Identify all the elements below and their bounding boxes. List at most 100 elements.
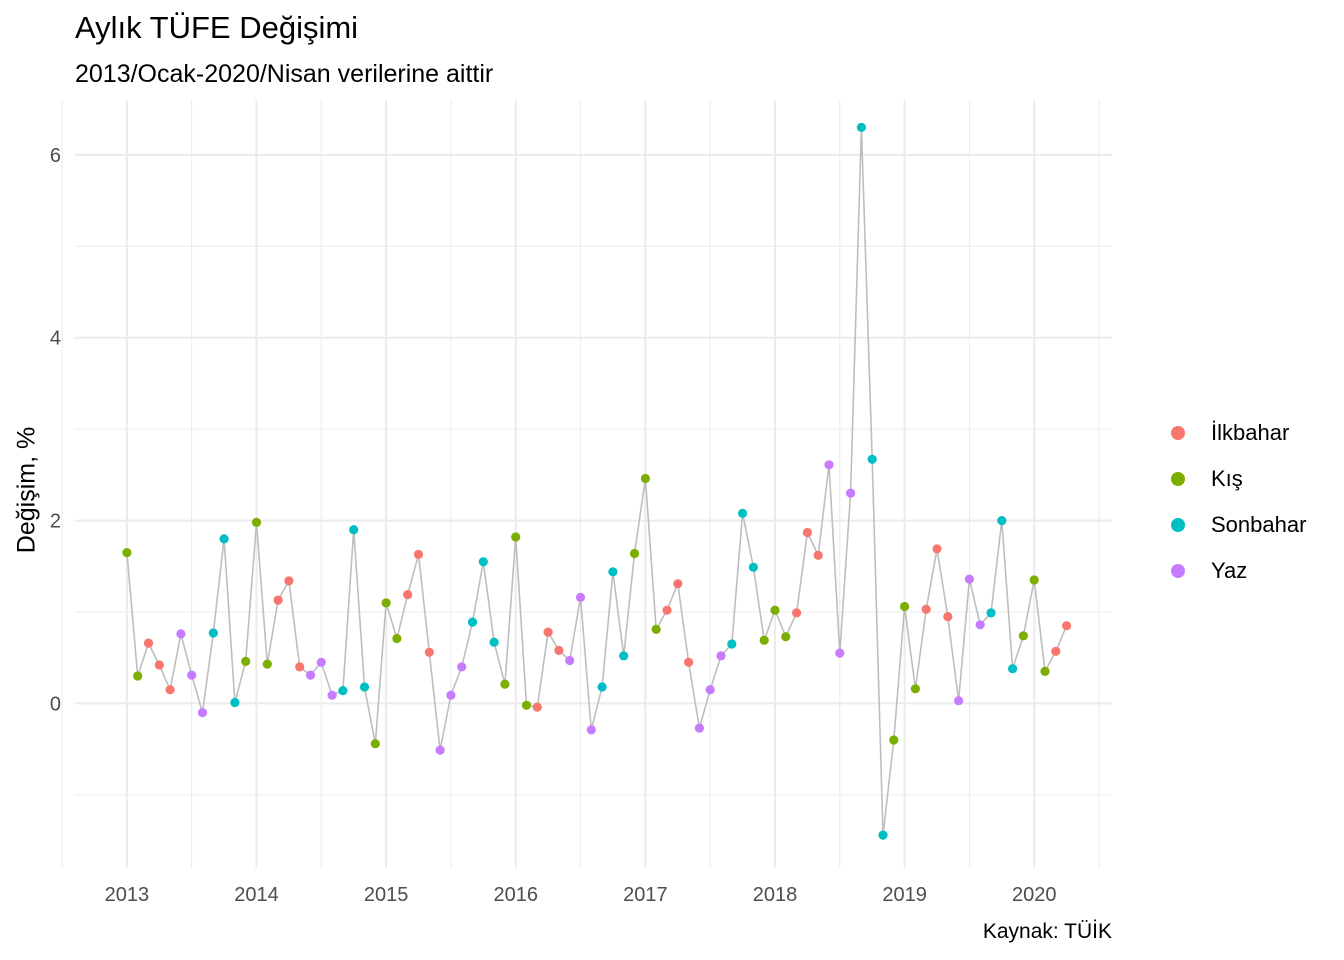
data-point (748, 562, 759, 572)
data-point (370, 739, 380, 749)
data-point (1029, 575, 1039, 585)
data-points (122, 122, 1072, 840)
data-point (457, 662, 467, 672)
data-point (1062, 621, 1072, 631)
data-point (662, 605, 672, 615)
data-point (684, 657, 694, 667)
data-point (964, 574, 975, 584)
data-point (1018, 631, 1028, 641)
y-tick-label: 6 (50, 145, 61, 167)
data-point (489, 637, 499, 647)
data-point (295, 662, 305, 672)
data-point (478, 557, 488, 567)
data-point (500, 679, 510, 689)
data-point (856, 122, 867, 132)
data-point (705, 685, 715, 695)
data-point (565, 655, 575, 666)
data-point (910, 684, 921, 694)
data-point (986, 608, 996, 618)
data-point (651, 624, 661, 635)
y-axis-ticks: 0 2 4 6 (50, 145, 61, 716)
data-point (716, 651, 726, 661)
data-point (878, 830, 888, 840)
data-point (467, 617, 478, 627)
x-tick-label: 2019 (882, 884, 927, 906)
data-point (608, 567, 618, 577)
data-point (230, 697, 240, 708)
legend-key (1171, 426, 1185, 440)
data-point (511, 532, 521, 542)
x-tick-label: 2015 (364, 884, 409, 906)
data-point (1051, 646, 1061, 656)
data-point (305, 670, 316, 680)
x-tick-label: 2016 (493, 884, 538, 906)
data-point (738, 508, 748, 518)
data-point (932, 544, 942, 554)
legend-key (1171, 472, 1185, 486)
x-tick-label: 2014 (234, 884, 279, 906)
y-tick-label: 2 (50, 511, 61, 533)
data-point (143, 638, 154, 648)
data-point (349, 525, 359, 535)
data-point (403, 590, 413, 600)
y-tick-label: 4 (50, 328, 61, 350)
legend-label: İlkbahar (1211, 420, 1290, 445)
legend-label: Sonbahar (1211, 512, 1307, 537)
data-point (943, 612, 953, 622)
x-tick-label: 2013 (105, 884, 150, 906)
data-point (997, 516, 1007, 526)
data-point (1008, 664, 1018, 674)
data-point (176, 629, 186, 639)
legend-label: Kış (1211, 466, 1243, 491)
data-point (597, 682, 607, 692)
data-point (284, 576, 294, 586)
data-point (133, 671, 143, 681)
data-point (208, 628, 218, 638)
data-point (727, 639, 737, 649)
data-point (262, 659, 272, 669)
data-point (241, 656, 251, 667)
data-point (543, 627, 553, 637)
data-point (521, 700, 532, 710)
legend-item: İlkbahar (1162, 410, 1306, 456)
data-point (219, 534, 229, 544)
y-tick-label: 0 (50, 693, 61, 715)
data-point (316, 657, 326, 667)
series-line (126, 127, 1068, 836)
legend-item: Yaz (1162, 548, 1306, 594)
legend-item: Sonbahar (1162, 502, 1306, 548)
data-point (532, 702, 542, 712)
data-point (187, 670, 197, 680)
data-point (694, 723, 705, 733)
data-point (835, 648, 845, 658)
data-point (770, 605, 780, 615)
chart-caption: Kaynak: TÜİK (982, 920, 1112, 943)
chart-title: Aylık TÜFE Değişimi (75, 10, 359, 45)
data-point (446, 690, 456, 700)
data-point (900, 601, 910, 612)
data-point (586, 725, 596, 735)
data-point (359, 682, 370, 692)
data-point (640, 473, 651, 484)
data-point (392, 633, 402, 644)
data-point (1040, 666, 1050, 677)
data-point (619, 651, 629, 661)
data-point (554, 645, 564, 656)
data-point (846, 488, 856, 498)
data-point (781, 632, 791, 642)
data-point (338, 686, 348, 696)
data-point (759, 635, 769, 645)
data-point (792, 608, 802, 618)
grid-lines (61, 100, 1112, 868)
legend: İlkbahar Kış Sonbahar Yaz (1162, 410, 1306, 594)
data-point (813, 550, 823, 560)
data-point (954, 696, 964, 706)
legend-key (1171, 564, 1185, 578)
data-point (824, 460, 834, 470)
data-point (251, 517, 262, 528)
data-point (673, 579, 683, 589)
chart-subtitle: 2013/Ocak-2020/Nisan verilerine aittir (75, 60, 494, 88)
data-point (867, 454, 877, 464)
data-point (802, 527, 813, 538)
